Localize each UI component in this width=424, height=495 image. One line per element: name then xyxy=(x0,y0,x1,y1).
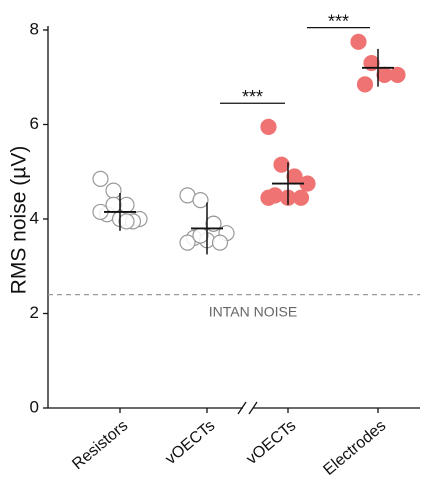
data-point xyxy=(260,189,277,206)
data-point xyxy=(192,192,209,209)
y-axis-label: RMS noise (µV) xyxy=(8,146,31,295)
axis-break xyxy=(237,401,247,415)
axis-break xyxy=(248,401,258,415)
data-point xyxy=(273,156,290,173)
y-tick-label: 2 xyxy=(30,303,39,322)
significance-label: *** xyxy=(242,87,263,107)
data-point xyxy=(105,182,122,199)
data-point xyxy=(363,54,380,72)
reference-label: INTAN NOISE xyxy=(209,303,297,319)
x-tick-label: vOECTs xyxy=(243,417,299,468)
data-point xyxy=(350,33,367,50)
data-point xyxy=(389,66,406,83)
y-tick-label: 0 xyxy=(30,397,39,416)
x-tick-label: vOECTs xyxy=(162,417,218,468)
x-tick-label: Resistors xyxy=(69,417,131,473)
x-tick-label: Electrodes xyxy=(320,417,389,479)
data-point xyxy=(205,215,222,232)
data-point xyxy=(211,234,229,251)
data-point xyxy=(92,170,109,187)
data-point xyxy=(192,227,209,244)
y-tick-label: 6 xyxy=(30,114,39,133)
significance-label: *** xyxy=(328,11,349,31)
y-tick-label: 4 xyxy=(30,208,39,227)
data-point xyxy=(118,213,135,230)
y-tick-label: 8 xyxy=(30,19,39,38)
data-point xyxy=(292,189,310,206)
data-point xyxy=(179,234,196,251)
data-point xyxy=(260,118,277,135)
data-point xyxy=(105,196,122,213)
axis-break xyxy=(243,402,253,414)
data-point xyxy=(356,76,374,93)
